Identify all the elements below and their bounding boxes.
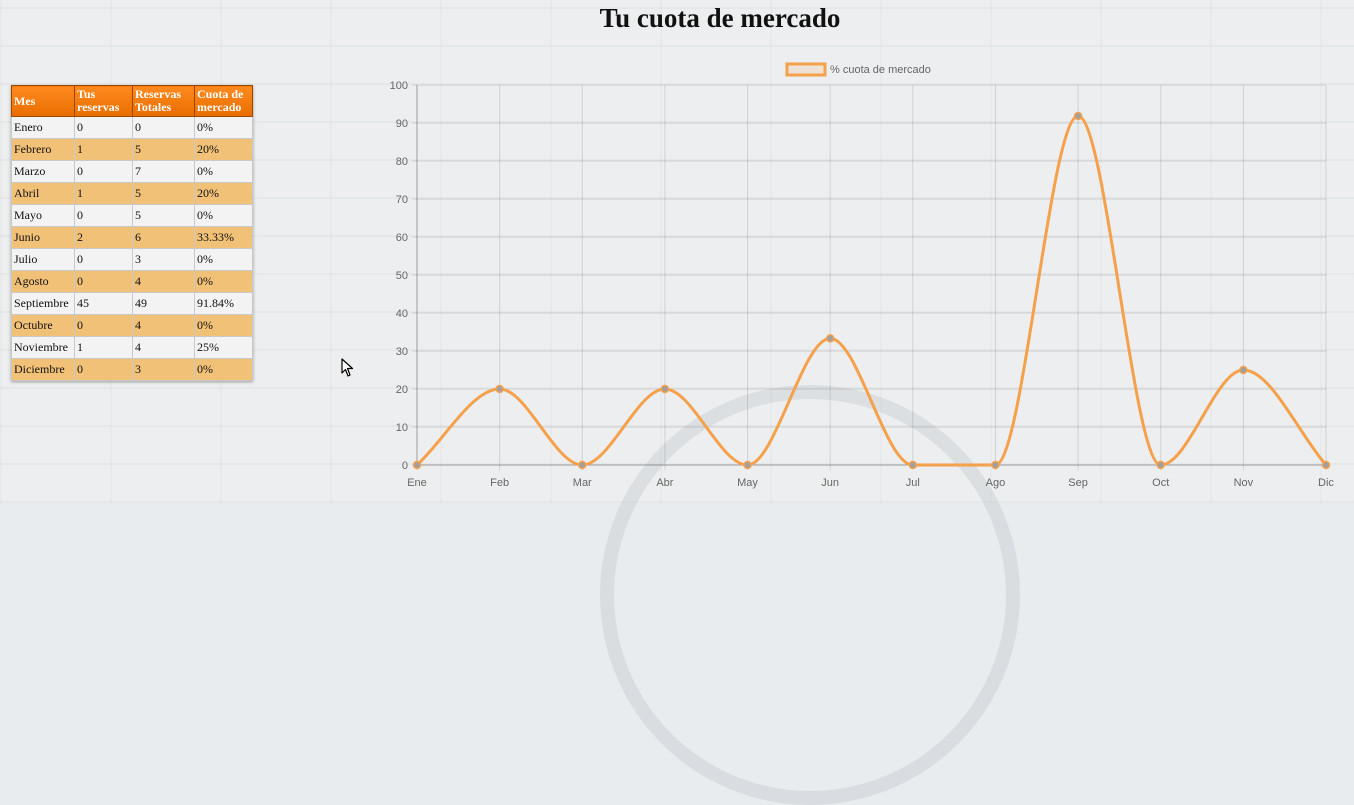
x-tick-label: Ago [986,477,1006,489]
y-tick-label: 0 [402,460,408,472]
table-row: Febrero 1 5 20% [11,138,253,161]
cell-reservas-totales: 4 [132,314,195,337]
cell-cuota: 0% [194,204,253,227]
cell-tus-reservas: 1 [74,138,133,161]
y-tick-label: 10 [396,422,408,434]
y-tick-label: 90 [396,118,408,130]
x-tick-label: Jun [821,477,839,489]
chart-grid [412,84,1327,470]
background-bricks [0,0,1354,503]
mouse-cursor-icon [341,358,354,377]
cell-tus-reservas: 1 [74,182,133,205]
cell-mes: Enero [11,116,75,139]
table-row: Marzo 0 7 0% [11,160,253,183]
data-point[interactable] [825,334,835,343]
table-row: Diciembre 0 3 0% [11,358,253,381]
data-point[interactable] [578,460,587,470]
cell-tus-reservas: 0 [74,248,133,271]
x-tick-label: Sep [1068,477,1088,489]
chart-axes: 0 10 20 30 40 50 60 70 80 90 100 Ene Feb Mar Abr May Jun… [390,80,1335,489]
cell-mes: Septiembre [11,292,75,315]
cell-cuota: 0% [194,358,253,381]
y-tick-label: 40 [396,308,408,320]
x-tick-label: Mar [573,477,592,489]
data-point[interactable] [412,460,422,470]
x-tick-label: Oct [1152,477,1169,489]
cell-reservas-totales: 5 [132,204,195,227]
cell-cuota: 91.84% [194,292,253,315]
cell-reservas-totales: 4 [132,270,195,293]
header-tus-reservas: Tus reservas [74,85,133,117]
x-tick-label: May [737,477,758,489]
cell-cuota: 0% [194,248,253,271]
series-line [415,114,1328,467]
header-cuota: Cuota de mercado [194,85,253,117]
legend-label[interactable]: % cuota de mercado [830,64,931,76]
cell-tus-reservas: 0 [74,358,133,381]
data-point[interactable] [1321,460,1331,470]
market-share-chart: 0 10 20 30 40 50 60 70 80 90 100 Ene Feb Mar Abr May Jun… [390,62,1335,489]
cell-tus-reservas: 1 [74,336,133,359]
cell-mes: Octubre [11,314,75,337]
x-tick-label: Ene [407,477,427,489]
cell-reservas-totales: 5 [132,138,195,161]
table-row: Agosto 0 4 0% [11,270,253,293]
data-point[interactable] [1156,460,1165,470]
cell-cuota: 0% [194,116,253,139]
table-header-row: Mes Tus reservas Reservas Totales Cuota … [11,85,253,117]
data-point[interactable] [908,460,918,470]
data-point[interactable] [495,384,504,394]
chart-legend[interactable]: % cuota de mercado [785,62,931,77]
cell-cuota: 33.33% [194,226,253,249]
cell-tus-reservas: 0 [74,270,133,293]
cell-mes: Agosto [11,270,75,293]
y-tick-label: 60 [396,232,408,244]
table-row: Mayo 0 5 0% [11,204,253,227]
header-mes: Mes [11,85,75,117]
data-point[interactable] [743,460,752,470]
cell-reservas-totales: 6 [132,226,195,249]
y-tick-label: 50 [396,270,408,282]
y-tick-label: 100 [390,80,408,92]
y-tick-label: 80 [396,156,408,168]
x-tick-label: Feb [490,477,509,489]
cell-reservas-totales: 3 [132,248,195,271]
data-point[interactable] [660,384,670,394]
y-tick-label: 30 [396,346,408,358]
table-body: Enero 0 0 0% Febrero 1 5 20% Marzo 0 7 0% Abril 1 5 20%… [11,116,253,381]
page-title: Tu cuota de mercado [599,3,841,33]
cell-tus-reservas: 0 [74,204,133,227]
y-tick-label: 70 [396,194,408,206]
market-share-table: Mes Tus reservas Reservas Totales Cuota … [11,85,253,381]
x-tick-label: Abr [656,477,673,489]
x-tick-label: Dic [1318,477,1334,489]
y-tick-label: 20 [396,384,408,396]
table-row: Octubre 0 4 0% [11,314,253,337]
cell-cuota: 0% [194,160,253,183]
x-tick-label: Jul [906,477,920,489]
data-point[interactable] [1073,111,1083,121]
cell-mes: Febrero [11,138,75,161]
cell-mes: Diciembre [11,358,75,381]
cell-mes: Noviembre [11,336,75,359]
cell-tus-reservas: 2 [74,226,133,249]
table-row: Enero 0 0 0% [11,116,253,139]
cell-cuota: 0% [194,314,253,337]
table-row: Junio 2 6 33.33% [11,226,253,249]
x-tick-label: Nov [1234,477,1254,489]
table-row: Julio 0 3 0% [11,248,253,271]
cell-mes: Junio [11,226,75,249]
data-point[interactable] [1239,365,1248,375]
cell-mes: Abril [11,182,75,205]
chart-series [412,111,1331,470]
cell-tus-reservas: 0 [74,116,133,139]
legend-swatch[interactable] [785,62,827,77]
cell-mes: Mayo [11,204,75,227]
data-point[interactable] [991,460,1000,470]
